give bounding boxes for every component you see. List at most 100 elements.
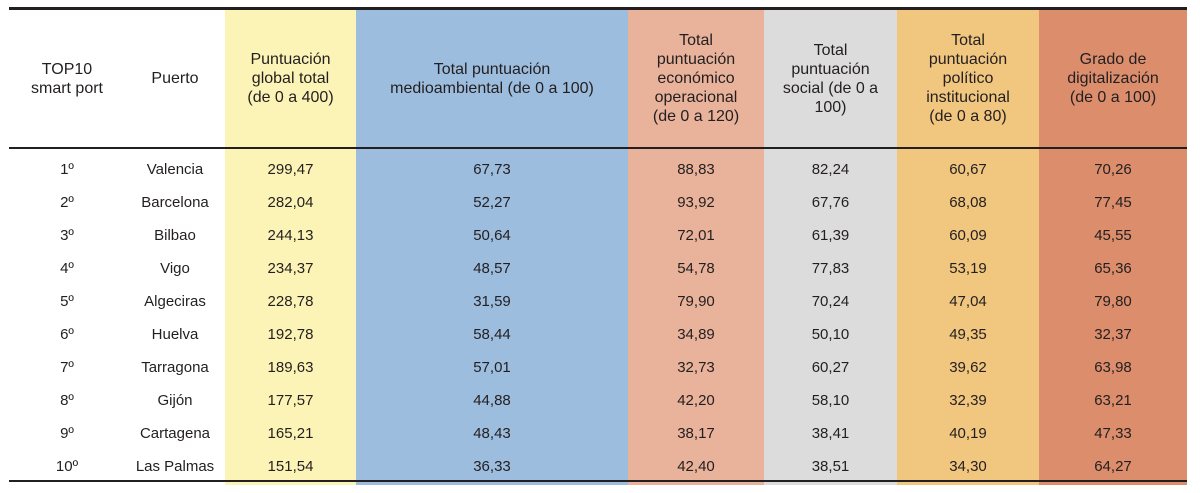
header-social-line3: social (de 0 a (782, 79, 879, 97)
header-port: Puerto (125, 10, 225, 149)
rank-cell: 7º (9, 351, 125, 384)
environmental-score-cell: 52,27 (356, 186, 628, 219)
social-score-cell: 58,10 (764, 384, 897, 417)
table-row: 7º Tarragona 189,63 57,01 32,73 60,27 39… (9, 351, 1187, 384)
environmental-score-cell: 48,43 (356, 417, 628, 450)
header-row: TOP10 smart port Puerto Puntuación globa… (9, 10, 1187, 149)
environmental-score-cell: 48,57 (356, 252, 628, 285)
economic-score-cell: 54,78 (628, 252, 764, 285)
global-score-cell: 177,57 (225, 384, 356, 417)
port-cell: Las Palmas (125, 450, 225, 485)
digitalization-cell: 32,37 (1039, 318, 1187, 351)
table-row: 2º Barcelona 282,04 52,27 93,92 67,76 68… (9, 186, 1187, 219)
port-cell: Vigo (125, 252, 225, 285)
rank-cell: 8º (9, 384, 125, 417)
environmental-score-cell: 57,01 (356, 351, 628, 384)
social-score-cell: 38,41 (764, 417, 897, 450)
table-row: 8º Gijón 177,57 44,88 42,20 58,10 32,39 … (9, 384, 1187, 417)
economic-score-cell: 72,01 (628, 219, 764, 252)
header-environmental-score: Total puntuación medioambiental (de 0 a … (356, 10, 628, 149)
political-score-cell: 53,19 (897, 252, 1039, 285)
rank-cell: 6º (9, 318, 125, 351)
header-dig-line2: digitalización (1067, 70, 1159, 87)
digitalization-cell: 79,80 (1039, 285, 1187, 318)
table-row: 9º Cartagena 165,21 48,43 38,17 38,41 40… (9, 417, 1187, 450)
social-score-cell: 82,24 (764, 148, 897, 186)
header-pol-line5: (de 0 a 80) (929, 108, 1007, 125)
digitalization-cell: 63,21 (1039, 384, 1187, 417)
economic-score-cell: 42,20 (628, 384, 764, 417)
header-port-label: Puerto (151, 70, 199, 87)
header-global-score: Puntuación global total (de 0 a 400) (225, 10, 356, 149)
header-rank: TOP10 smart port (9, 10, 125, 149)
header-global-line3: (de 0 a 400) (247, 89, 334, 106)
header-social-line2: puntuación (791, 60, 870, 78)
global-score-cell: 165,21 (225, 417, 356, 450)
digitalization-cell: 63,98 (1039, 351, 1187, 384)
header-econ-line3: económico (657, 70, 735, 87)
table-row: 4º Vigo 234,37 48,57 54,78 77,83 53,19 6… (9, 252, 1187, 285)
rank-cell: 3º (9, 219, 125, 252)
header-global-line2: global total (251, 70, 330, 87)
digitalization-cell: 47,33 (1039, 417, 1187, 450)
rank-cell: 10º (9, 450, 125, 485)
global-score-cell: 151,54 (225, 450, 356, 485)
political-score-cell: 60,09 (897, 219, 1039, 252)
rank-cell: 9º (9, 417, 125, 450)
political-score-cell: 47,04 (897, 285, 1039, 318)
global-score-cell: 192,78 (225, 318, 356, 351)
table-row: 1º Valencia 299,47 67,73 88,83 82,24 60,… (9, 148, 1187, 186)
political-score-cell: 40,19 (897, 417, 1039, 450)
header-digitalization: Grado de digitalización (de 0 a 100) (1039, 10, 1187, 149)
header-econ-line1: Total (679, 32, 713, 49)
global-score-cell: 234,37 (225, 252, 356, 285)
header-political-score: Total puntuación político institucional … (897, 10, 1039, 149)
port-cell: Barcelona (125, 186, 225, 219)
header-env-line1: Total puntuación (433, 60, 551, 78)
header-pol-line1: Total (951, 32, 985, 49)
header-social-line4: 100) (814, 98, 847, 116)
header-rank-line1: TOP10 (41, 60, 93, 78)
political-score-cell: 60,67 (897, 148, 1039, 186)
table-top-rule (9, 7, 1187, 10)
port-cell: Bilbao (125, 219, 225, 252)
environmental-score-cell: 31,59 (356, 285, 628, 318)
port-cell: Huelva (125, 318, 225, 351)
header-dig-line1: Grado de (1079, 51, 1147, 68)
social-score-cell: 61,39 (764, 219, 897, 252)
table-row: 5º Algeciras 228,78 31,59 79,90 70,24 47… (9, 285, 1187, 318)
social-score-cell: 70,24 (764, 285, 897, 318)
table-row: 3º Bilbao 244,13 50,64 72,01 61,39 60,09… (9, 219, 1187, 252)
digitalization-cell: 70,26 (1039, 148, 1187, 186)
social-score-cell: 50,10 (764, 318, 897, 351)
table-header: TOP10 smart port Puerto Puntuación globa… (9, 10, 1187, 149)
environmental-score-cell: 58,44 (356, 318, 628, 351)
header-econ-line2: puntuación (656, 51, 736, 68)
global-score-cell: 244,13 (225, 219, 356, 252)
global-score-cell: 228,78 (225, 285, 356, 318)
environmental-score-cell: 44,88 (356, 384, 628, 417)
economic-score-cell: 34,89 (628, 318, 764, 351)
political-score-cell: 68,08 (897, 186, 1039, 219)
header-econ-line5: (de 0 a 120) (652, 108, 740, 125)
rank-cell: 2º (9, 186, 125, 219)
economic-score-cell: 38,17 (628, 417, 764, 450)
header-dig-line3: (de 0 a 100) (1069, 89, 1157, 106)
rank-cell: 4º (9, 252, 125, 285)
economic-score-cell: 93,92 (628, 186, 764, 219)
global-score-cell: 299,47 (225, 148, 356, 186)
port-cell: Algeciras (125, 285, 225, 318)
port-cell: Gijón (125, 384, 225, 417)
digitalization-cell: 65,36 (1039, 252, 1187, 285)
social-score-cell: 67,76 (764, 186, 897, 219)
header-economic-score: Total puntuación económico operacional (… (628, 10, 764, 149)
social-score-cell: 38,51 (764, 450, 897, 485)
environmental-score-cell: 67,73 (356, 148, 628, 186)
header-pol-line2: puntuación (928, 51, 1008, 68)
digitalization-cell: 77,45 (1039, 186, 1187, 219)
header-global-line1: Puntuación (250, 51, 331, 68)
header-social-score: Total puntuación social (de 0 a 100) (764, 10, 897, 149)
header-social-line1: Total (813, 41, 848, 59)
port-cell: Valencia (125, 148, 225, 186)
table-bottom-rule (9, 480, 1187, 482)
